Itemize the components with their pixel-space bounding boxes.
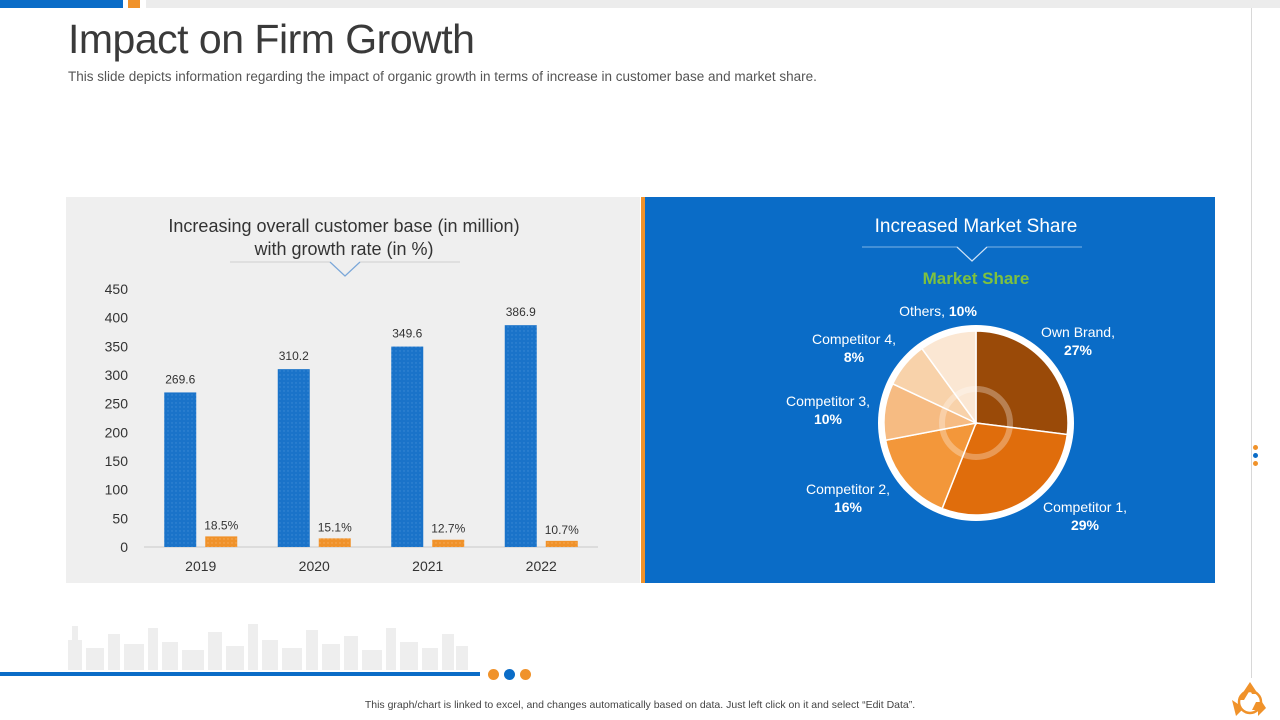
pie-label-name: Competitor 3,	[785, 393, 871, 409]
top-bar-blue	[0, 0, 123, 8]
y-tick-label: 150	[105, 453, 129, 469]
y-tick-label: 450	[105, 281, 129, 297]
bar-growth-rate-2019[interactable]	[205, 536, 238, 547]
y-tick-label: 50	[112, 510, 128, 526]
bar-growth-rate-label: 10.7%	[545, 523, 579, 537]
right-divider-line	[1251, 8, 1252, 678]
bar-chart-title-pointer	[230, 261, 460, 277]
y-tick-label: 250	[105, 396, 129, 412]
pie-label-value: 10%	[813, 411, 843, 427]
bar-customer-base-label: 386.9	[506, 305, 536, 319]
side-dot-2	[1253, 453, 1258, 458]
footer-note: This graph/chart is linked to excel, and…	[364, 699, 916, 711]
market-share-header-pointer	[862, 246, 1082, 262]
pie-label-name: Competitor 4,	[811, 331, 897, 347]
city-skyline-icon	[68, 624, 468, 670]
x-tick-label: 2020	[299, 558, 330, 574]
bar-growth-rate-2022[interactable]	[545, 540, 578, 547]
bar-growth-rate-label: 12.7%	[431, 522, 465, 536]
pie-label-value: 16%	[833, 499, 863, 515]
y-tick-label: 0	[120, 539, 128, 555]
bar-customer-base-label: 349.6	[392, 327, 422, 341]
pie-chart[interactable]	[860, 310, 1100, 540]
top-bar-gray	[146, 0, 1280, 8]
x-tick-label: 2019	[185, 558, 216, 574]
pie-label-own-brand: Own Brand, 27%	[1028, 323, 1128, 359]
bar-customer-base-label: 269.6	[165, 372, 195, 386]
side-dot-3	[1253, 461, 1258, 466]
bar-chart-title-line2: with growth rate (in %)	[254, 239, 434, 259]
pie-label-competitor-4: Competitor 4, 8%	[799, 330, 909, 366]
bar-customer-base-2021[interactable]	[391, 346, 424, 547]
pie-slice-competitor-1[interactable]	[941, 422, 1069, 516]
bar-growth-rate-2020[interactable]	[318, 538, 351, 547]
bar-chart[interactable]: 0 50 100 150 200 250 300 350 400 450 269.6 18.5% 31…	[66, 197, 640, 583]
pie-label-name: Own Brand,	[1041, 324, 1115, 340]
pie-label-name: Competitor 2,	[805, 481, 891, 497]
y-tick-label: 100	[105, 482, 129, 498]
bar-chart-title-line1: Increasing overall customer base (in mil…	[168, 216, 520, 236]
pie-chart-title: Market Share	[922, 269, 1030, 288]
pie-center-ring	[939, 386, 1013, 460]
bar-growth-rate-label: 15.1%	[318, 520, 352, 534]
recycle-logo-icon	[1232, 682, 1266, 716]
dot-3	[520, 669, 531, 680]
pie-slice-own-brand[interactable]	[975, 330, 1069, 436]
pie-label-name: Competitor 1,	[1042, 499, 1128, 515]
y-tick-label: 350	[105, 338, 129, 354]
bar-customer-base-2022[interactable]	[504, 325, 537, 547]
y-tick-label: 200	[105, 424, 129, 440]
pie-slice-others[interactable]	[920, 330, 977, 426]
dot-1	[488, 669, 499, 680]
market-share-header: Increased Market Share	[874, 216, 1078, 237]
x-tick-label: 2022	[526, 558, 557, 574]
bar-customer-base-label: 310.2	[279, 349, 309, 363]
x-tick-label: 2021	[412, 558, 443, 574]
top-bar-orange	[128, 0, 140, 8]
bar-chart-title: Increasing overall customer base (in mil…	[66, 215, 622, 261]
page-title: Impact on Firm Growth	[68, 16, 475, 62]
pie-label-others: Others, 10%	[888, 302, 988, 320]
pie-label-competitor-3: Competitor 3, 10%	[773, 392, 883, 428]
y-tick-label: 300	[105, 367, 129, 383]
bottom-bar-blue	[0, 672, 480, 676]
pie-label-value: 10%	[948, 303, 977, 319]
pie-label-competitor-1: Competitor 1, 29%	[1030, 498, 1140, 534]
pie-label-name: Others,	[899, 303, 945, 319]
pie-slice-competitor-2[interactable]	[884, 422, 978, 510]
pie-label-competitor-2: Competitor 2, 16%	[793, 480, 903, 516]
side-dot-1	[1253, 445, 1258, 450]
bar-growth-rate-label: 18.5%	[204, 518, 238, 532]
bar-chart-panel	[66, 197, 640, 583]
y-tick-label: 400	[105, 310, 129, 326]
pie-label-value: 8%	[843, 349, 865, 365]
bar-growth-rate-2021[interactable]	[432, 539, 465, 547]
pie-label-value: 27%	[1063, 342, 1093, 358]
pie-label-value: 29%	[1070, 517, 1100, 533]
page-subtitle: This slide depicts information regarding…	[68, 69, 817, 84]
bar-customer-base-2019[interactable]	[164, 392, 197, 547]
dot-2	[504, 669, 515, 680]
bar-customer-base-2020[interactable]	[277, 369, 310, 547]
